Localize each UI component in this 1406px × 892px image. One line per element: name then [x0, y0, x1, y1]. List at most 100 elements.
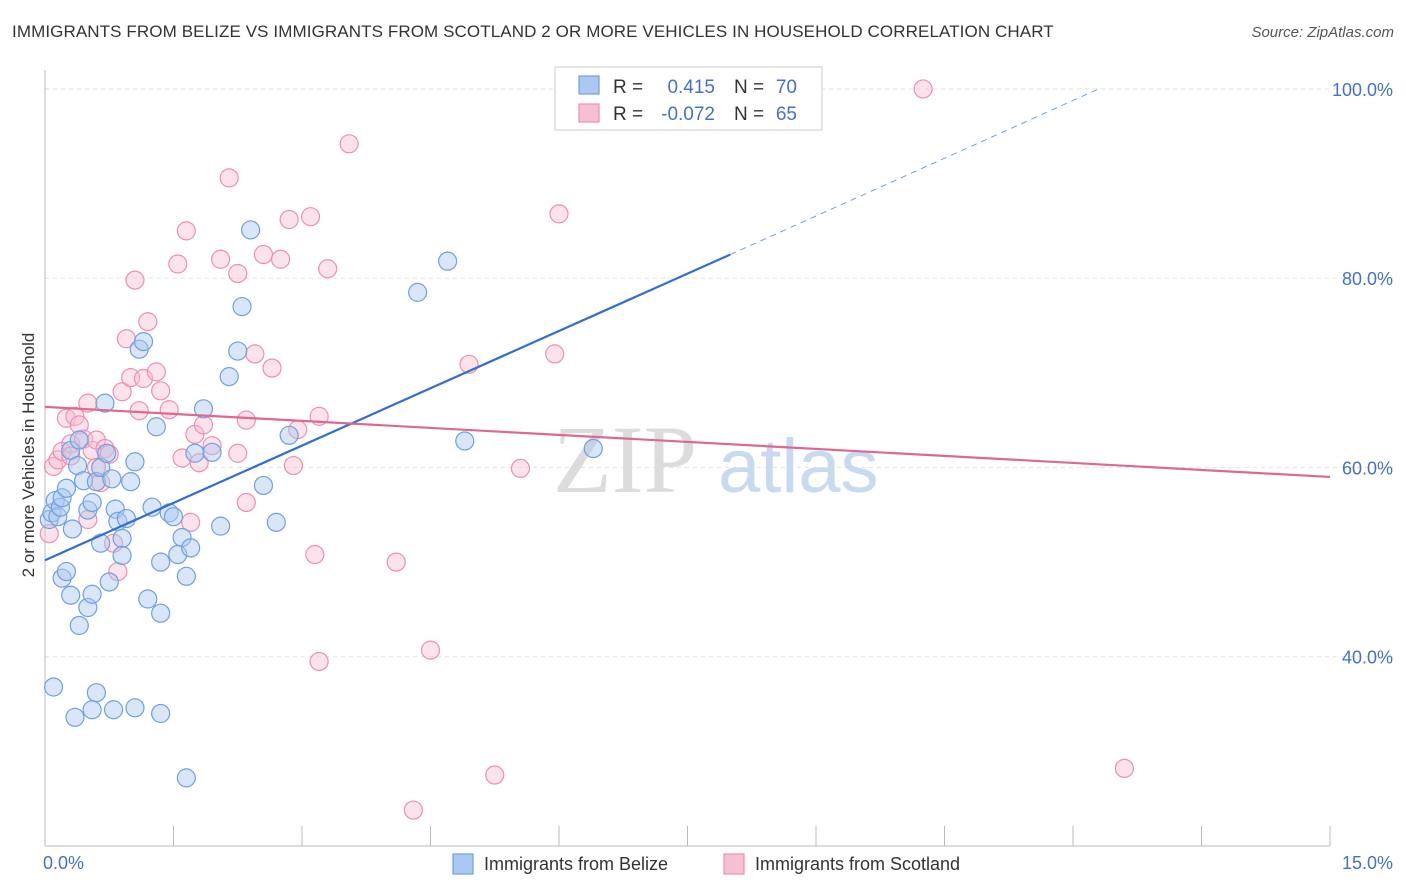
belize-point — [69, 615, 89, 636]
scotland-point — [78, 393, 98, 413]
scotland-point — [151, 381, 171, 401]
belize-point — [211, 516, 231, 536]
legend-scotland-n-label: N = — [734, 104, 764, 125]
scotland-point — [189, 453, 209, 473]
gridlines — [45, 88, 1393, 658]
belize-point — [91, 533, 111, 553]
belize-point — [163, 507, 184, 527]
belize-point — [82, 700, 102, 720]
belize-point — [151, 552, 171, 572]
bottom-legend-belize-label: Immigrants from Belize — [484, 854, 668, 874]
belize-point — [95, 393, 115, 413]
source-label: Source: ZipAtlas.com — [1251, 24, 1394, 41]
belize-point — [219, 367, 239, 387]
scotland-point — [549, 204, 569, 224]
y-axis-label: 2 or more Vehicles in Household — [19, 333, 38, 578]
scotland-point — [339, 134, 359, 154]
belize-point — [97, 443, 117, 463]
scotland-point — [270, 249, 291, 269]
scotland-point — [146, 362, 166, 382]
belize-point — [202, 442, 222, 462]
scotland-point — [228, 263, 248, 284]
chart-title: IMMIGRANTS FROM BELIZE VS IMMIGRANTS FRO… — [12, 22, 1054, 41]
trend-lines — [44, 88, 1331, 562]
stats-legend: R = 0.415 N = 70 R = -0.072 N = 65 — [554, 66, 823, 131]
belize-point — [69, 430, 89, 450]
belize-point — [181, 538, 201, 558]
x-tick-min: 0.0% — [43, 853, 84, 873]
scotland-point — [168, 254, 188, 274]
belize-point — [82, 584, 102, 604]
belize-point — [241, 220, 261, 240]
scotland-point — [176, 221, 196, 241]
belize-point — [102, 469, 122, 489]
scotland-point — [61, 446, 81, 466]
scotland-point — [386, 552, 406, 572]
scotland-point — [318, 259, 338, 279]
belize-point — [43, 677, 64, 697]
belize-point — [50, 497, 71, 517]
belize-point — [52, 488, 72, 508]
scotland-point — [403, 800, 423, 820]
scotland-point — [69, 415, 89, 435]
belize-trend-extension — [730, 88, 1099, 255]
x-axis-ticks — [44, 826, 1331, 846]
belize-point — [105, 499, 125, 519]
legend-belize-r-value: 0.415 — [667, 77, 715, 98]
belize-point — [61, 585, 81, 605]
y-tick-label: 60.0% — [1342, 458, 1393, 478]
belize-point — [99, 572, 119, 592]
scotland-point — [112, 382, 132, 402]
scotland-point — [236, 410, 256, 430]
legend-scotland-r-label: R = — [613, 104, 643, 125]
scotland-point — [913, 79, 933, 99]
scotland-point — [1114, 758, 1135, 779]
scotland-point — [300, 207, 321, 227]
bottom-legend-scotland-label: Immigrants from Scotland — [755, 854, 960, 874]
scotland-point — [279, 209, 299, 230]
scotland-point — [202, 436, 222, 456]
scotland-point — [228, 443, 248, 463]
scotland-point — [245, 344, 265, 364]
belize-point — [583, 438, 603, 459]
scotland-point — [262, 358, 282, 378]
belize-point — [142, 497, 162, 517]
series-belize-points — [39, 220, 603, 788]
belize-point — [185, 443, 205, 463]
scotland-point — [211, 249, 231, 269]
legend-scotland-n-value: 65 — [776, 104, 797, 125]
belize-point — [133, 332, 154, 352]
scotland-point — [236, 492, 256, 513]
scotland-point — [485, 765, 505, 785]
belize-trend-line — [44, 253, 731, 562]
belize-point — [176, 566, 196, 586]
belize-point — [253, 475, 274, 496]
belize-point — [438, 251, 458, 271]
legend-scotland-r-value: -0.072 — [661, 104, 715, 125]
y-tick-label: 80.0% — [1342, 269, 1393, 289]
scotland-point — [309, 651, 329, 672]
legend-belize-n-label: N = — [734, 77, 764, 98]
y-tick-label: 40.0% — [1342, 648, 1393, 668]
scotland-point — [193, 415, 214, 435]
belize-point — [65, 707, 85, 727]
belize-point — [151, 603, 171, 623]
belize-point — [193, 399, 214, 419]
x-tick-max: 15.0% — [1342, 853, 1393, 873]
legend-belize-swatch — [578, 75, 600, 95]
series-scotland-points — [39, 79, 1135, 820]
belize-point — [232, 296, 252, 317]
bottom-legend-belize-swatch — [452, 853, 474, 875]
watermark-atlas: atlas — [718, 424, 879, 509]
scotland-point — [181, 512, 201, 532]
belize-point — [279, 425, 299, 445]
belize-point — [266, 512, 286, 532]
scotland-point — [159, 400, 179, 420]
y-tick-label: 100.0% — [1332, 80, 1393, 100]
belize-point — [86, 683, 107, 703]
scotland-point — [253, 244, 274, 265]
legend-belize-n-value: 70 — [776, 77, 797, 98]
scotland-point — [545, 344, 565, 364]
belize-point — [82, 492, 102, 513]
